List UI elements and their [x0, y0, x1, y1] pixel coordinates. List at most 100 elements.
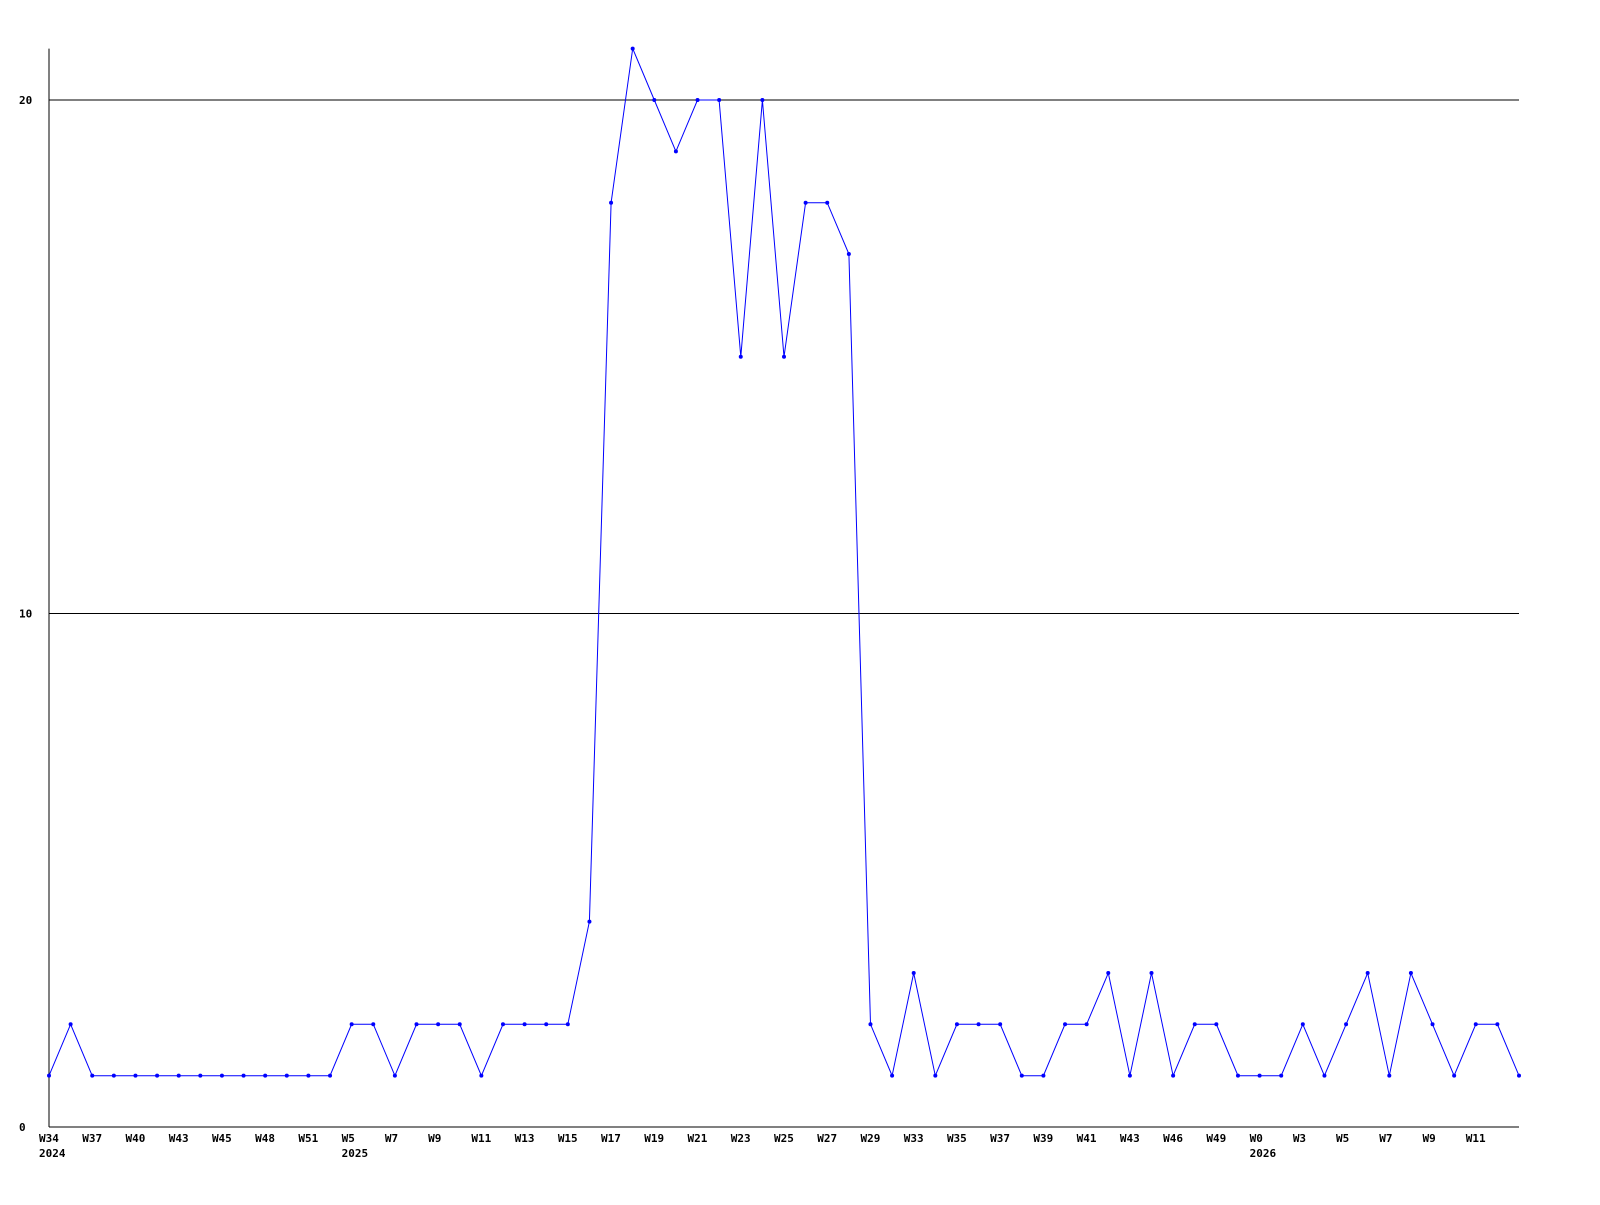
data-point: [868, 1022, 873, 1027]
x-tick-label: W43: [1120, 1132, 1140, 1145]
x-tick-label: W5: [342, 1132, 355, 1145]
data-point: [1041, 1073, 1046, 1078]
gridlines: [49, 99, 1519, 614]
x-tick-label: W15: [558, 1132, 578, 1145]
x-tick-label: W0: [1250, 1132, 1263, 1145]
data-point: [1473, 1022, 1478, 1027]
year-label: 2025: [342, 1147, 369, 1160]
data-point: [241, 1073, 246, 1078]
x-tick-label: W9: [1423, 1132, 1436, 1145]
data-point: [68, 1022, 73, 1027]
data-point: [846, 252, 851, 257]
series-line: [48, 46, 1520, 1078]
data-point: [933, 1073, 938, 1078]
x-tick-label: W25: [774, 1132, 794, 1145]
data-point: [1127, 1073, 1132, 1078]
data-point: [306, 1073, 311, 1078]
x-tick-labels: W34 W37 W40 W43 W45 W48 W51 W5 W7 W9 W11 W13 W15 W17 W…: [39, 1132, 1486, 1160]
data-point: [1300, 1022, 1305, 1027]
x-tick-label: W7: [385, 1132, 398, 1145]
x-tick-label: W34: [39, 1132, 59, 1145]
year-label: 2024: [39, 1147, 66, 1160]
x-tick-label: W19: [644, 1132, 664, 1145]
data-point: [1106, 970, 1111, 975]
data-point: [1344, 1022, 1349, 1027]
data-point: [1430, 1022, 1435, 1027]
x-tick-label: W45: [212, 1132, 232, 1145]
data-point: [954, 1022, 959, 1027]
data-point: [1452, 1073, 1457, 1078]
data-point: [587, 919, 592, 924]
x-tick-label: W11: [1466, 1132, 1486, 1145]
y-tick-label: 10: [19, 608, 32, 621]
data-point: [457, 1022, 462, 1027]
x-tick-label: W33: [904, 1132, 924, 1145]
data-point: [609, 200, 614, 205]
data-point: [1084, 1022, 1089, 1027]
x-tick-label: W13: [515, 1132, 535, 1145]
data-point: [717, 98, 722, 102]
x-tick-label: W5: [1336, 1132, 1349, 1145]
data-point: [1517, 1073, 1521, 1078]
data-point: [90, 1073, 95, 1078]
data-point: [760, 98, 765, 102]
x-tick-label: W41: [1077, 1132, 1097, 1145]
data-point: [47, 1073, 51, 1078]
data-point: [1235, 1073, 1240, 1078]
data-point: [544, 1022, 549, 1027]
data-point: [133, 1073, 138, 1078]
data-point: [1322, 1073, 1327, 1078]
data-point: [565, 1022, 570, 1027]
data-point: [1192, 1022, 1197, 1027]
x-tick-label: W35: [947, 1132, 967, 1145]
data-point: [738, 354, 743, 359]
data-point: [1257, 1073, 1262, 1078]
x-tick-label: W27: [817, 1132, 837, 1145]
x-tick-label: W29: [860, 1132, 880, 1145]
data-point: [371, 1022, 376, 1027]
data-point: [911, 970, 916, 975]
data-point: [1149, 970, 1154, 975]
data-point: [1019, 1073, 1024, 1078]
x-tick-label: W37: [990, 1132, 1010, 1145]
data-point: [1408, 970, 1413, 975]
y-tick-labels: 0 10 20: [19, 94, 32, 1134]
x-tick-label: W51: [298, 1132, 318, 1145]
x-tick-label: W7: [1379, 1132, 1392, 1145]
data-point: [198, 1073, 203, 1078]
x-tick-label: W23: [731, 1132, 751, 1145]
data-point: [436, 1022, 441, 1027]
y-tick-label: 0: [19, 1121, 26, 1134]
data-point: [284, 1073, 289, 1078]
y-tick-label: 20: [19, 94, 32, 107]
data-point: [1495, 1022, 1500, 1027]
data-point: [976, 1022, 981, 1027]
data-point: [155, 1073, 160, 1078]
x-tick-label: W39: [1033, 1132, 1053, 1145]
data-point: [414, 1022, 419, 1027]
x-tick-label: W43: [169, 1132, 189, 1145]
data-point: [803, 200, 808, 205]
data-point: [219, 1073, 224, 1078]
data-point: [673, 149, 678, 154]
data-point: [1214, 1022, 1219, 1027]
data-point: [176, 1073, 181, 1078]
x-tick-label: W21: [688, 1132, 708, 1145]
x-tick-label: W11: [471, 1132, 491, 1145]
x-tick-label: W9: [428, 1132, 441, 1145]
x-tick-label: W46: [1163, 1132, 1183, 1145]
x-tick-label: W40: [125, 1132, 145, 1145]
data-point: [522, 1022, 527, 1027]
series: [47, 46, 1521, 1078]
data-point: [392, 1073, 397, 1078]
data-point: [695, 98, 700, 102]
data-point: [782, 354, 786, 359]
data-point: [825, 200, 830, 205]
x-tick-label: W17: [601, 1132, 621, 1145]
data-point: [890, 1073, 895, 1078]
data-point: [1063, 1022, 1068, 1027]
data-point: [630, 46, 635, 51]
data-point: [652, 98, 657, 102]
year-label: 2026: [1250, 1147, 1277, 1160]
data-point: [1279, 1073, 1284, 1078]
